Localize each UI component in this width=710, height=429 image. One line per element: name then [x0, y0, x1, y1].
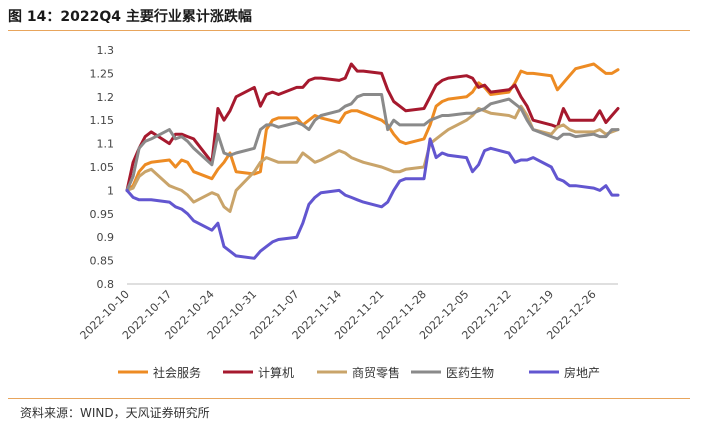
y-tick-label: 1.2 [97, 91, 115, 104]
y-tick-label: 1.1 [97, 138, 115, 151]
series-lines [125, 62, 620, 260]
y-tick-label: 1.05 [90, 161, 115, 174]
x-axis: 2022-10-102022-10-172022-10-242022-10-31… [78, 288, 599, 342]
bottom-divider [8, 398, 690, 399]
y-tick-label: 1 [107, 184, 114, 197]
series-line-1 [125, 62, 620, 192]
legend-label-5: 房地产 [564, 365, 600, 380]
y-axis: 0.8 0.85 0.9 0.95 1 1.05 1.1 1.15 1.2 1.25 1.3 [90, 44, 115, 291]
legend-label-2: 计算机 [258, 365, 294, 380]
legend-label-4: 医药生物 [446, 366, 494, 380]
y-tick-label: 1.3 [97, 44, 115, 57]
y-tick-label: 0.95 [90, 208, 115, 221]
series-line-4 [125, 93, 620, 192]
y-tick-label: 1.15 [90, 114, 115, 127]
y-tick-label: 0.9 [97, 231, 115, 244]
source-note: 资料来源：WIND，天风证券研究所 [20, 406, 210, 420]
series-line-2 [125, 62, 620, 192]
series-line-5 [125, 137, 620, 260]
figure-title: 图 14：2022Q4 主要行业累计涨跌幅 [8, 9, 252, 25]
top-divider [8, 30, 690, 31]
legend: 社会服务 计算机 商贸零售 医药生物 房地产 [118, 365, 600, 380]
y-tick-label: 0.85 [90, 255, 115, 268]
legend-label-3: 商贸零售 [352, 365, 400, 380]
legend-label-1: 社会服务 [153, 365, 201, 380]
y-tick-label: 0.8 [97, 278, 115, 291]
y-tick-label: 1.25 [90, 67, 115, 80]
